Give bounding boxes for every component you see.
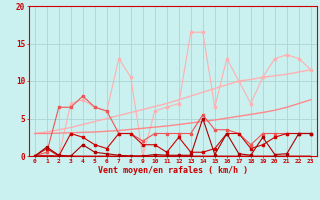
X-axis label: Vent moyen/en rafales ( km/h ): Vent moyen/en rafales ( km/h ) xyxy=(98,166,248,175)
